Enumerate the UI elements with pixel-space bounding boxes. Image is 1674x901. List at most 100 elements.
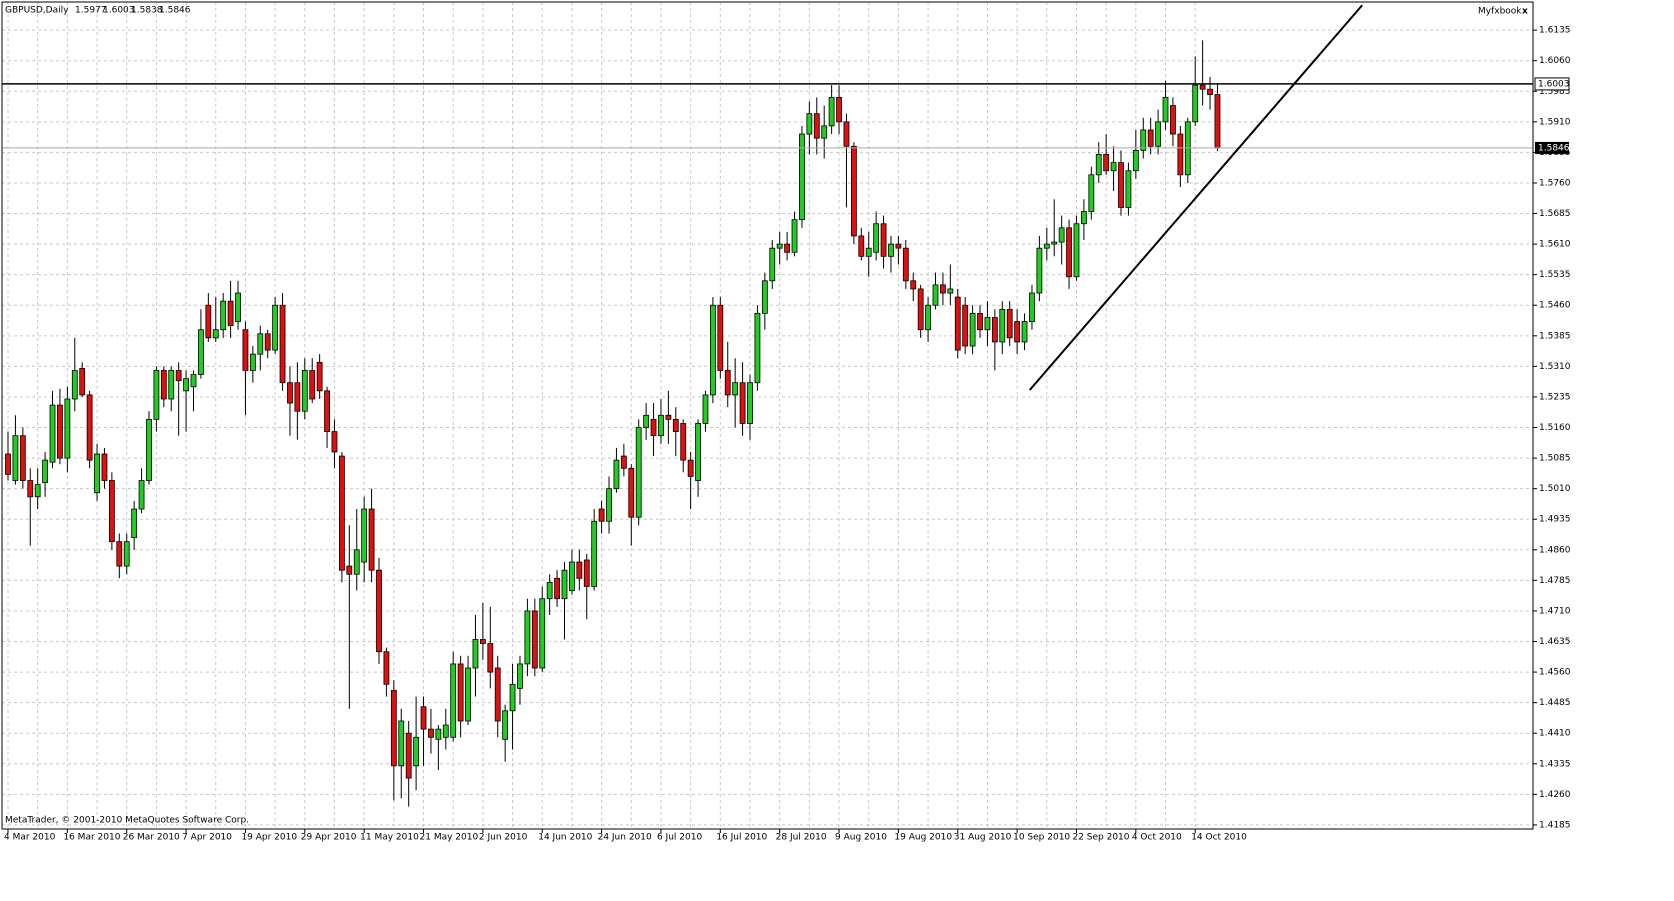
candle-body xyxy=(405,732,412,779)
candle-body xyxy=(1014,321,1021,343)
candle-body xyxy=(747,382,753,424)
candle-body xyxy=(843,121,850,147)
candle-body xyxy=(947,288,954,294)
candle-body xyxy=(227,300,234,327)
x-tick-label: 4 Oct 2010 xyxy=(1132,833,1182,843)
candle-body xyxy=(695,423,701,481)
candle-body xyxy=(821,125,828,139)
indicator-close[interactable]: x xyxy=(1522,7,1528,17)
candle-body xyxy=(390,690,397,767)
candle-body xyxy=(969,312,976,347)
candle-body xyxy=(12,435,19,481)
candle-body xyxy=(813,113,820,139)
candle-body xyxy=(784,243,790,253)
candle-body xyxy=(361,508,368,563)
candle-body xyxy=(472,639,479,669)
candle-body xyxy=(123,541,130,567)
axis-layer: 1.4185 1.4260 1.4335 1.4410 1.4485 1.4560 1.46… xyxy=(4,26,1571,843)
candle-body xyxy=(517,663,523,689)
candle-body xyxy=(561,569,568,600)
candle-body xyxy=(1066,227,1072,278)
candle-body xyxy=(309,370,316,400)
candle-body xyxy=(962,304,969,347)
candle-body xyxy=(569,561,575,591)
candle-body xyxy=(1029,292,1035,322)
x-tick-label: 21 May 2010 xyxy=(420,833,479,843)
candle-body xyxy=(86,394,93,461)
candle-body xyxy=(34,484,41,498)
bid-label-box xyxy=(1535,141,1569,154)
x-tick-label: 19 Apr 2010 xyxy=(241,833,297,843)
candle-body xyxy=(554,577,560,600)
candle-body xyxy=(665,414,672,420)
level-label-box xyxy=(1534,77,1570,91)
trendline xyxy=(1028,4,1363,391)
candle-body xyxy=(539,598,546,669)
candle-body xyxy=(732,382,739,396)
candle-body xyxy=(64,398,71,459)
candle-body xyxy=(954,296,961,351)
y-tick-label: 1.4935 xyxy=(1539,515,1571,525)
candle-body xyxy=(917,288,924,331)
candle-body xyxy=(1051,241,1058,245)
x-tick-label: 19 Aug 2010 xyxy=(894,833,952,843)
candle-body xyxy=(1036,247,1043,294)
candle-body xyxy=(895,243,902,249)
x-tick-label: 7 Apr 2010 xyxy=(182,833,232,843)
y-tick-label: 1.5535 xyxy=(1539,270,1571,280)
candle-body xyxy=(710,304,716,396)
indicator-name: Myfxbook xyxy=(1478,7,1522,17)
x-tick-label: 24 Jun 2010 xyxy=(598,833,652,843)
y-tick-label: 1.4635 xyxy=(1539,637,1571,647)
y-tick-label: 1.5385 xyxy=(1539,331,1571,341)
candle-body xyxy=(108,480,115,543)
bid-label: 1.5846 xyxy=(1538,143,1570,153)
y-tick-label: 1.5160 xyxy=(1539,423,1571,433)
candle-body xyxy=(910,280,917,290)
candle-body xyxy=(346,565,353,575)
y-tick-label: 1.6135 xyxy=(1539,26,1571,36)
candle-body xyxy=(850,145,857,237)
y-tick-label: 1.4335 xyxy=(1539,759,1571,769)
candle-body xyxy=(1207,88,1213,95)
candle-body xyxy=(79,368,86,396)
candle-body xyxy=(1199,84,1206,90)
candle-body xyxy=(450,663,457,738)
y-tick-label: 1.5910 xyxy=(1539,117,1571,127)
x-tick-label: 10 Sep 2010 xyxy=(1013,833,1070,843)
candle-body xyxy=(71,370,78,400)
header-close: 1.5846 xyxy=(159,6,191,16)
candle-body xyxy=(138,480,145,510)
candle-body xyxy=(1125,170,1132,208)
candle-body xyxy=(27,480,34,498)
candle-body xyxy=(888,243,894,257)
candle-body xyxy=(131,508,138,538)
candle-body xyxy=(220,300,227,331)
candle-body xyxy=(776,243,783,249)
x-tick-label: 31 Aug 2010 xyxy=(954,833,1012,843)
level-label: 1.6003 xyxy=(1538,79,1570,89)
candle-body xyxy=(368,508,375,571)
candle-body xyxy=(828,96,835,127)
candle-body xyxy=(413,736,420,767)
candle-body xyxy=(1132,149,1139,172)
candle-body xyxy=(1103,154,1110,172)
candle-body xyxy=(294,382,301,412)
x-tick-label: 14 Oct 2010 xyxy=(1191,833,1247,843)
candle-body xyxy=(509,683,516,712)
candle-body xyxy=(680,423,687,461)
x-tick-label: 4 Mar 2010 xyxy=(4,833,56,843)
candle-body xyxy=(264,333,271,351)
x-tick-label: 16 Jul 2010 xyxy=(716,833,767,843)
candle-body xyxy=(724,370,731,396)
candle-body xyxy=(902,247,909,282)
candle-body xyxy=(672,418,679,432)
y-tick-label: 1.5460 xyxy=(1539,301,1571,311)
candle-body xyxy=(1162,96,1169,123)
y-tick-label: 1.5010 xyxy=(1539,484,1571,494)
y-tick-label: 1.5685 xyxy=(1539,209,1571,219)
candle-body xyxy=(5,453,11,475)
candle-body xyxy=(1147,129,1154,147)
candle-body xyxy=(650,418,657,437)
